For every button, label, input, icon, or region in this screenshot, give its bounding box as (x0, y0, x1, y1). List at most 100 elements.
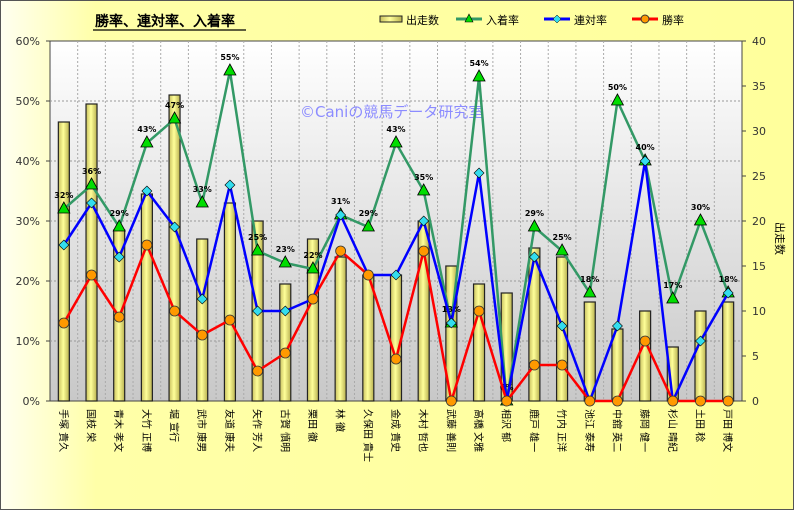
data-label: 43% (386, 125, 405, 134)
bar-出走数 (389, 274, 403, 402)
bar-出走数 (140, 193, 153, 402)
legend-swatch-bar (379, 15, 403, 23)
bar-出走数 (362, 274, 375, 402)
left-axis-tick: 10% (16, 335, 40, 348)
point-入着率 (361, 219, 375, 232)
category-label: 木村 哲也 (417, 409, 430, 452)
data-label: 0% (500, 383, 514, 392)
bar-出走数 (334, 256, 347, 402)
category-label: 堀 宣行 (168, 409, 181, 442)
point-勝率 (390, 353, 402, 365)
right-axis-tick: 10 (752, 305, 766, 318)
point-勝率 (362, 269, 374, 281)
right-axis-tick: 25 (752, 170, 766, 183)
data-label: 29% (525, 209, 544, 218)
data-label: 29% (359, 209, 378, 218)
point-入着率 (112, 219, 126, 232)
data-label: 22% (303, 251, 322, 260)
point-連対率 (141, 185, 153, 197)
left-axis-tick: 50% (16, 95, 40, 108)
right-axis-tick: 5 (752, 350, 759, 363)
category-label: 友道 康夫 (223, 409, 236, 452)
point-連対率 (113, 251, 125, 263)
data-label: 17% (663, 281, 682, 290)
point-入着率 (693, 213, 708, 226)
point-入着率 (583, 285, 597, 298)
data-label: 47% (165, 101, 184, 110)
right-axis-tick: 35 (752, 80, 766, 93)
point-入着率 (140, 135, 154, 148)
point-勝率 (279, 347, 291, 359)
right-axis-tick: 15 (752, 260, 766, 273)
point-連対率 (224, 179, 236, 191)
data-label: 33% (193, 185, 212, 194)
point-勝率 (556, 359, 568, 371)
point-入着率 (666, 291, 680, 304)
data-label: 55% (220, 53, 239, 62)
point-入着率 (417, 183, 431, 196)
point-勝率 (529, 359, 540, 371)
point-勝率 (639, 335, 651, 347)
bar-出走数 (694, 310, 707, 402)
category-label: 池江 泰寿 (583, 409, 596, 452)
bar-出走数 (168, 94, 181, 402)
category-label: 栗田 徹 (306, 409, 319, 442)
point-勝率 (445, 395, 457, 407)
bar-出走数 (583, 301, 596, 402)
left-axis-tick: 20% (16, 275, 40, 288)
right-axis-label: 出走数 (773, 222, 787, 255)
bar-出走数 (279, 283, 292, 402)
legend-label: 入着率 (486, 13, 519, 27)
data-label: 13% (442, 305, 461, 314)
point-入着率 (555, 243, 569, 256)
data-label: 35% (414, 173, 433, 182)
point-連対率 (722, 287, 734, 299)
right-axis-tick: 20 (752, 215, 766, 228)
point-連対率 (612, 320, 623, 332)
point-勝率 (307, 293, 319, 305)
point-入着率 (527, 219, 542, 232)
point-連対率 (390, 269, 402, 281)
data-label: 43% (137, 125, 156, 134)
category-label: 矢作 芳人 (251, 409, 264, 452)
point-入着率 (278, 255, 292, 268)
right-axis-tick: 0 (752, 395, 759, 408)
point-連対率 (252, 305, 264, 317)
category-label: 土田 稔 (693, 409, 706, 442)
data-label: 36% (82, 167, 101, 176)
legend-label: 勝率 (662, 13, 684, 27)
data-label: 50% (608, 83, 627, 92)
bar-出走数 (57, 121, 70, 402)
data-label: 25% (248, 233, 267, 242)
legend-label: 連対率 (574, 13, 607, 27)
point-勝率 (501, 395, 513, 407)
data-label: 23% (276, 245, 295, 254)
category-label: 相沢 郁 (500, 409, 513, 442)
bar-出走数 (196, 238, 209, 402)
data-label: 30% (691, 203, 710, 212)
category-label: 竹内 正洋 (555, 409, 568, 452)
point-勝率 (86, 269, 97, 281)
category-label: 藤岡 健一 (638, 409, 650, 452)
point-連対率 (86, 197, 97, 209)
category-label: 国枝 栄 (85, 409, 98, 442)
data-label: 32% (54, 191, 73, 200)
data-label: 18% (719, 275, 738, 284)
point-連対率 (196, 293, 208, 305)
point-入着率 (195, 195, 209, 208)
category-label: 金成 貴史 (389, 409, 402, 452)
point-勝率 (695, 395, 706, 407)
point-勝率 (224, 314, 236, 326)
point-入着率 (389, 135, 403, 148)
watermark: ©Caniの競馬データ研究室 (300, 103, 483, 121)
point-連対率 (335, 209, 347, 221)
point-勝率 (418, 245, 430, 257)
point-勝率 (667, 395, 679, 407)
data-label: 18% (580, 275, 599, 284)
left-axis-tick: 0% (23, 395, 40, 408)
point-連対率 (473, 167, 485, 179)
point-連対率 (695, 335, 706, 347)
point-連対率 (279, 305, 291, 317)
point-勝率 (335, 245, 347, 257)
